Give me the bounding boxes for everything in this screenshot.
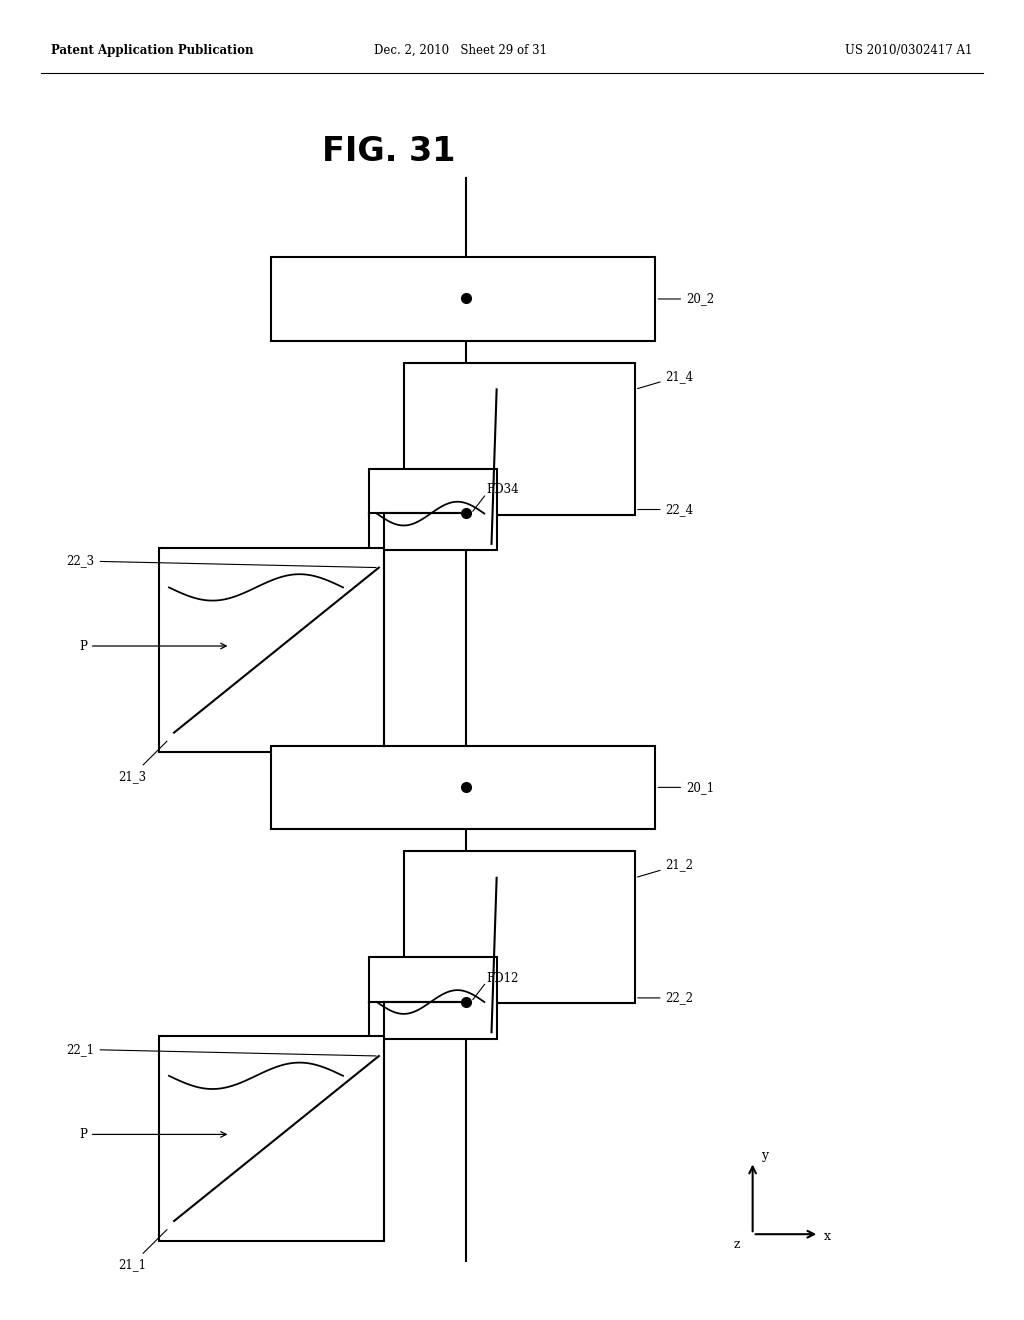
Text: Patent Application Publication: Patent Application Publication bbox=[51, 44, 254, 57]
Text: 22_1: 22_1 bbox=[67, 1043, 376, 1056]
Text: Dec. 2, 2010   Sheet 29 of 31: Dec. 2, 2010 Sheet 29 of 31 bbox=[375, 44, 547, 57]
Bar bbox=[271, 746, 655, 829]
Bar bbox=[271, 257, 655, 341]
Text: z: z bbox=[734, 1238, 740, 1251]
Text: US 2010/0302417 A1: US 2010/0302417 A1 bbox=[846, 44, 973, 57]
Bar bbox=[369, 957, 497, 1039]
Text: 20_1: 20_1 bbox=[658, 781, 714, 793]
Text: P: P bbox=[79, 1127, 226, 1140]
Text: 21_1: 21_1 bbox=[118, 1229, 167, 1271]
Text: y: y bbox=[761, 1148, 768, 1162]
Text: 21_3: 21_3 bbox=[118, 741, 167, 783]
Text: 20_2: 20_2 bbox=[658, 293, 714, 305]
Bar bbox=[369, 469, 497, 550]
Bar bbox=[404, 363, 635, 515]
Text: FIG. 31: FIG. 31 bbox=[323, 135, 456, 168]
Text: FD12: FD12 bbox=[486, 972, 519, 985]
Text: 21_2: 21_2 bbox=[638, 858, 693, 876]
Text: P: P bbox=[79, 639, 226, 652]
Text: x: x bbox=[824, 1230, 831, 1243]
Text: 21_4: 21_4 bbox=[638, 370, 693, 388]
Bar bbox=[404, 851, 635, 1003]
Text: 22_2: 22_2 bbox=[638, 991, 693, 1005]
Bar bbox=[159, 1036, 384, 1241]
Bar bbox=[159, 548, 384, 752]
Text: FD34: FD34 bbox=[486, 483, 519, 496]
Text: 22_3: 22_3 bbox=[67, 554, 376, 568]
Text: 22_4: 22_4 bbox=[638, 503, 693, 516]
